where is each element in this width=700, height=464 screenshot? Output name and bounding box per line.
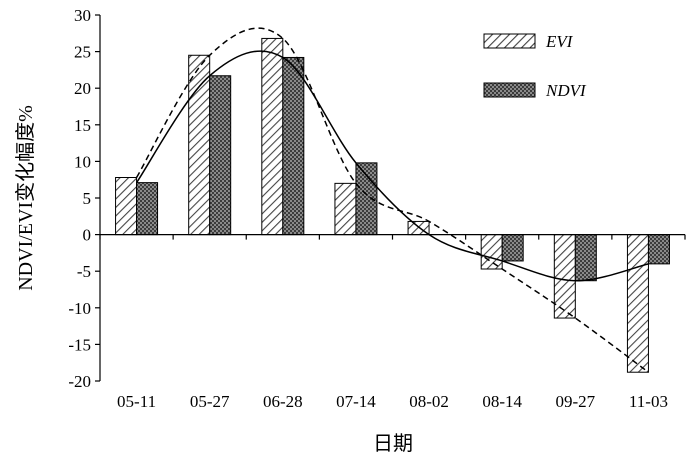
- bar-ndvi: [209, 75, 232, 236]
- bar-ndvi: [647, 234, 670, 265]
- trendline-ndvi: [135, 50, 649, 282]
- y-tick-label: 0: [83, 226, 92, 245]
- bar-ndvi: [282, 56, 305, 236]
- x-tick-label: 09-27: [555, 392, 595, 411]
- x-tick-label: 06-28: [263, 392, 303, 411]
- bars: [115, 37, 670, 373]
- bar-evi: [626, 234, 649, 373]
- y-tick-label: 5: [83, 189, 92, 208]
- y-tick-label: 25: [74, 43, 91, 62]
- legend-label-evi: EVI: [545, 32, 574, 51]
- bar-evi: [480, 234, 503, 270]
- legend-swatch-evi: [483, 33, 536, 49]
- bar-ndvi: [501, 234, 524, 262]
- y-tick-label: 30: [74, 6, 91, 25]
- x-axis: 05-11 05-27 06-28 07-14 08-02 08-14 09-27 11-03: [117, 392, 668, 411]
- bar-ndvi: [355, 162, 378, 236]
- bar-evi: [188, 54, 211, 236]
- y-tick-label: 15: [74, 116, 91, 135]
- x-tick-label: 11-03: [629, 392, 668, 411]
- y-tick-label: -10: [68, 299, 91, 318]
- bar-evi: [553, 234, 576, 319]
- x-tick-label: 07-14: [336, 392, 376, 411]
- trendlines: [135, 27, 649, 373]
- x-tick-label: 05-27: [190, 392, 230, 411]
- bar-ndvi: [136, 182, 159, 236]
- legend-swatch-ndvi: [483, 82, 536, 98]
- x-axis-title: 日期: [373, 433, 413, 455]
- bar-evi: [334, 182, 357, 236]
- y-tick-label: -20: [68, 372, 91, 391]
- bar-ndvi: [574, 234, 597, 282]
- y-axis: -20 -15 -10 -5 0 5 10 15 20 25 30: [68, 6, 100, 391]
- legend: EVI NDVI: [483, 32, 587, 100]
- trendline-evi: [135, 27, 649, 373]
- x-tick-label: 05-11: [117, 392, 156, 411]
- legend-label-ndvi: NDVI: [545, 81, 587, 100]
- x-tick-label: 08-14: [482, 392, 522, 411]
- y-tick-label: 20: [74, 79, 91, 98]
- y-axis-title: NDVI/EVI变化幅度%: [14, 105, 37, 291]
- x-tick-label: 08-02: [409, 392, 449, 411]
- y-tick-label: -5: [77, 262, 91, 281]
- bar-evi: [261, 37, 284, 236]
- y-tick-label: -15: [68, 335, 91, 354]
- y-tick-label: 10: [74, 152, 91, 171]
- axes: [99, 15, 686, 381]
- bar-evi: [115, 177, 138, 236]
